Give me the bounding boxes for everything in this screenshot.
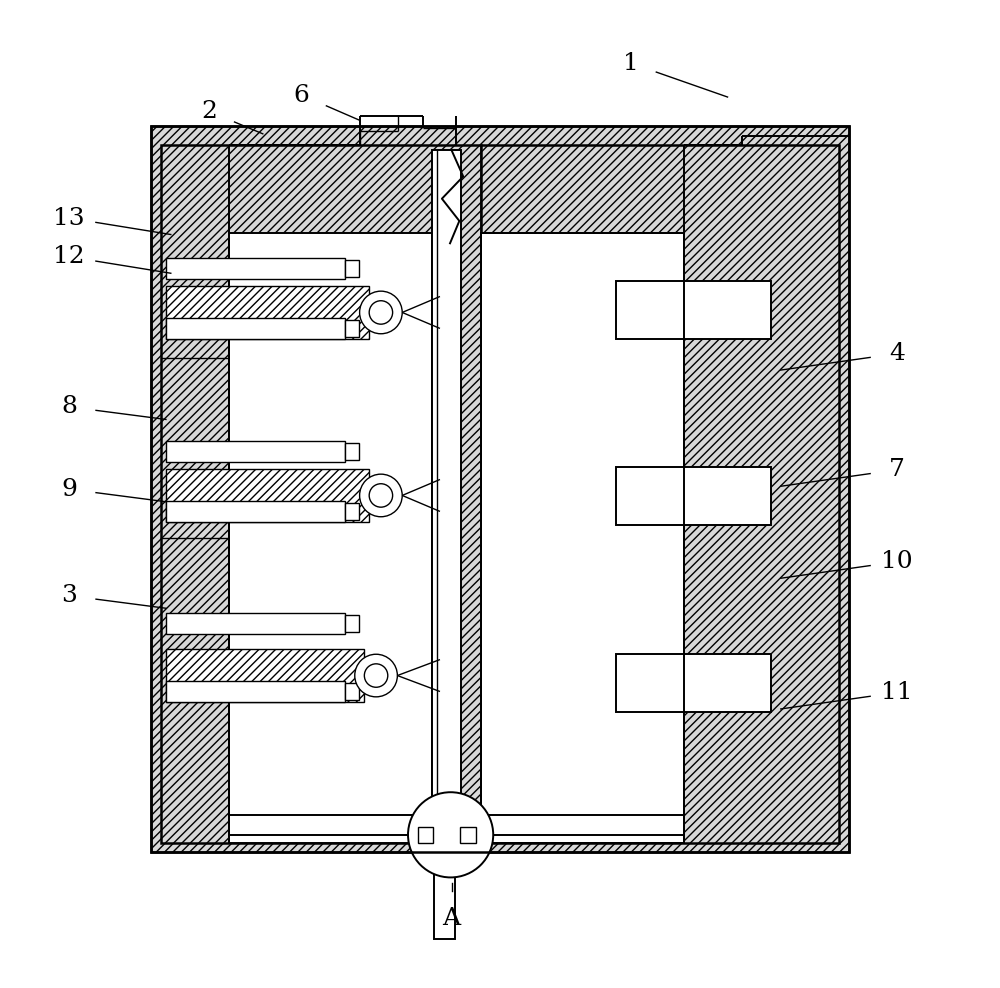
- Bar: [161, 145, 481, 843]
- Bar: [229, 232, 432, 843]
- Bar: [481, 232, 684, 843]
- Text: 12: 12: [53, 245, 85, 269]
- Text: 11: 11: [881, 681, 913, 704]
- Bar: [418, 827, 433, 843]
- Bar: [166, 441, 345, 462]
- Bar: [345, 615, 359, 632]
- Text: 6: 6: [294, 84, 309, 107]
- Text: 9: 9: [61, 477, 77, 501]
- Bar: [432, 150, 461, 828]
- Circle shape: [360, 474, 402, 517]
- Text: 13: 13: [53, 206, 85, 229]
- Bar: [434, 848, 455, 940]
- Circle shape: [369, 300, 393, 324]
- Bar: [166, 501, 345, 522]
- Bar: [166, 614, 345, 634]
- Bar: [345, 683, 359, 700]
- Bar: [616, 654, 771, 711]
- Circle shape: [360, 291, 402, 334]
- Bar: [229, 815, 684, 835]
- Bar: [421, 810, 473, 828]
- Bar: [151, 126, 849, 853]
- Text: 8: 8: [61, 395, 77, 418]
- Bar: [166, 649, 364, 702]
- Text: 7: 7: [889, 458, 905, 481]
- Bar: [345, 503, 359, 520]
- Circle shape: [408, 792, 493, 877]
- Circle shape: [364, 664, 388, 688]
- Bar: [166, 318, 345, 339]
- Bar: [166, 258, 345, 279]
- Bar: [345, 320, 359, 337]
- Text: 2: 2: [202, 100, 217, 124]
- Bar: [166, 469, 369, 522]
- Bar: [151, 126, 849, 853]
- Bar: [345, 443, 359, 460]
- Text: 4: 4: [889, 342, 905, 366]
- Text: A: A: [443, 907, 461, 930]
- Bar: [460, 827, 476, 843]
- Circle shape: [369, 484, 393, 507]
- Bar: [616, 281, 771, 339]
- Bar: [345, 260, 359, 277]
- Text: 3: 3: [61, 584, 77, 608]
- Bar: [166, 286, 369, 339]
- Bar: [616, 467, 771, 525]
- Bar: [166, 681, 345, 702]
- Text: 1: 1: [623, 51, 639, 75]
- Bar: [481, 145, 839, 843]
- Circle shape: [355, 654, 397, 697]
- Text: 10: 10: [881, 550, 913, 573]
